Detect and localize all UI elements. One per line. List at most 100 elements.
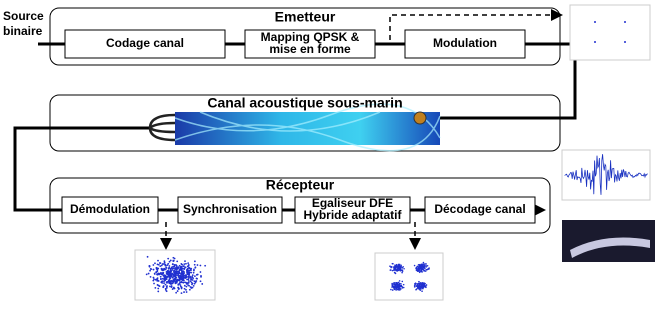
- dot: [594, 21, 596, 23]
- dot: [184, 274, 186, 276]
- dot: [188, 282, 190, 284]
- block-label: Synchronisation: [183, 202, 277, 216]
- dot: [417, 286, 419, 288]
- dot: [181, 276, 183, 278]
- dot: [153, 277, 155, 279]
- dot: [173, 271, 175, 273]
- dot: [153, 269, 155, 271]
- dot: [403, 268, 405, 270]
- dot: [178, 271, 180, 273]
- dot: [180, 268, 182, 270]
- dot: [174, 275, 176, 277]
- dot: [191, 283, 193, 285]
- dot: [391, 266, 393, 268]
- dot: [156, 279, 158, 281]
- dot: [163, 285, 165, 287]
- block-label: mise en forme: [269, 42, 351, 56]
- dot: [152, 264, 154, 266]
- dot: [397, 283, 399, 285]
- dot: [425, 286, 427, 288]
- dot: [421, 268, 423, 270]
- dot: [169, 280, 171, 282]
- source-label: Source: [3, 9, 44, 23]
- dot: [173, 267, 175, 269]
- dot: [179, 272, 181, 274]
- dot: [201, 283, 203, 285]
- dot: [173, 287, 175, 289]
- dot: [195, 280, 197, 282]
- dot: [183, 263, 185, 265]
- dot: [159, 262, 161, 264]
- dot: [395, 289, 397, 291]
- dot: [175, 272, 177, 274]
- dot: [190, 272, 192, 274]
- dot: [391, 283, 393, 285]
- dot: [421, 283, 423, 285]
- dot: [394, 282, 396, 284]
- dot: [158, 285, 160, 287]
- dot: [399, 283, 401, 285]
- dot: [179, 265, 181, 267]
- dot: [175, 268, 177, 270]
- recepteur-title: Récepteur: [266, 177, 335, 193]
- dot: [395, 284, 397, 286]
- dot: [200, 280, 202, 282]
- canal-title: Canal acoustique sous-marin: [207, 95, 402, 111]
- dot: [399, 280, 401, 282]
- dot: [188, 272, 190, 274]
- dot: [399, 284, 401, 286]
- dot: [168, 267, 170, 269]
- dot: [166, 281, 168, 283]
- dot: [169, 273, 171, 275]
- dot: [414, 286, 416, 288]
- dot: [160, 276, 162, 278]
- dot: [183, 271, 185, 273]
- dot: [170, 275, 172, 277]
- dot: [403, 287, 405, 289]
- dot: [169, 286, 171, 288]
- dot: [418, 281, 420, 283]
- dot: [184, 285, 186, 287]
- dot: [166, 273, 168, 275]
- dot: [184, 288, 186, 290]
- dot: [175, 292, 177, 294]
- dot: [418, 285, 420, 287]
- dot: [624, 21, 626, 23]
- dot: [175, 277, 177, 279]
- dot: [161, 269, 163, 271]
- dot: [169, 277, 171, 279]
- dot: [417, 269, 419, 271]
- dot: [390, 269, 392, 271]
- dot: [423, 266, 425, 268]
- dot: [415, 267, 417, 269]
- dot: [153, 278, 155, 280]
- dot: [174, 265, 176, 267]
- dot: [185, 289, 187, 291]
- dot: [190, 280, 192, 282]
- dot: [159, 265, 161, 267]
- dot: [180, 263, 182, 265]
- dot: [192, 279, 194, 281]
- dot: [416, 285, 418, 287]
- block-label: Décodage canal: [434, 202, 525, 216]
- dot: [428, 267, 430, 269]
- dot: [189, 289, 191, 291]
- dot: [200, 265, 202, 267]
- dot: [165, 267, 167, 269]
- dot: [172, 263, 174, 265]
- dot: [394, 268, 396, 270]
- dot: [181, 292, 183, 294]
- dot: [186, 272, 188, 274]
- dot: [188, 285, 190, 287]
- dot: [190, 286, 192, 288]
- dot: [164, 260, 166, 262]
- dot: [594, 41, 596, 43]
- dot: [167, 271, 169, 273]
- dot: [165, 284, 167, 286]
- dot: [403, 284, 405, 286]
- dot: [184, 267, 186, 269]
- dot: [420, 288, 422, 290]
- dot: [394, 289, 396, 291]
- dot: [421, 271, 423, 273]
- dot: [172, 273, 174, 275]
